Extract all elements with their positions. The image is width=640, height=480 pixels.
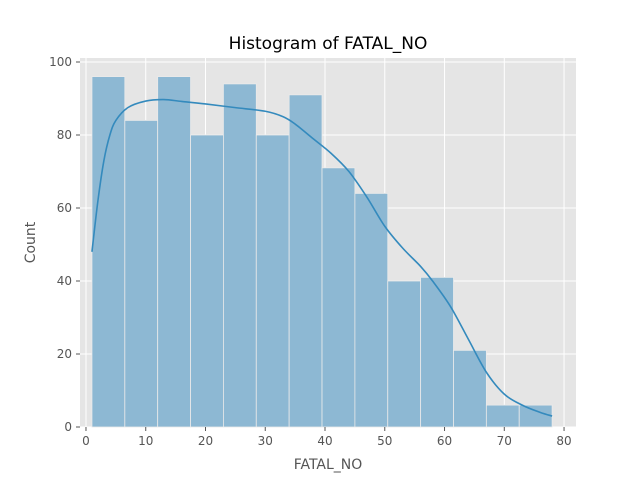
histogram-bar <box>288 94 323 428</box>
x-tick-label: 60 <box>437 434 452 448</box>
histogram-bar <box>321 167 356 428</box>
histogram-bars <box>91 76 553 428</box>
y-axis-label: Count <box>23 221 39 263</box>
histogram-bar <box>157 76 191 428</box>
x-tick-label: 80 <box>556 434 571 448</box>
x-tick-label: 30 <box>258 434 273 448</box>
x-axis-ticks: 0 10 20 30 40 50 60 70 80 <box>82 427 572 448</box>
x-tick-label: 50 <box>377 434 392 448</box>
x-axis-label: FATAL_NO <box>294 457 363 473</box>
y-tick-label: 40 <box>57 274 72 288</box>
x-tick-label: 10 <box>138 434 153 448</box>
histogram-bar <box>124 120 159 428</box>
histogram-bar <box>255 134 290 428</box>
histogram-bar <box>387 280 422 428</box>
y-tick-label: 0 <box>64 420 72 434</box>
kde-line <box>91 98 553 417</box>
histogram-bar <box>91 76 126 428</box>
y-tick-label: 100 <box>49 55 72 69</box>
chart-title: Histogram of FATAL_NO <box>229 34 428 54</box>
y-tick-label: 60 <box>57 201 72 215</box>
x-tick-label: 40 <box>317 434 332 448</box>
x-tick-label: 70 <box>497 434 512 448</box>
y-tick-label: 80 <box>57 128 72 142</box>
x-tick-label: 0 <box>82 434 90 448</box>
histogram-bar <box>190 134 224 428</box>
y-tick-label: 20 <box>57 347 72 361</box>
histogram-bar <box>354 192 389 428</box>
histogram-bar <box>420 276 454 428</box>
histogram-bar <box>223 83 257 428</box>
x-tick-label: 20 <box>198 434 213 448</box>
histogram-bar <box>485 404 520 428</box>
histogram-bar <box>453 349 487 428</box>
histogram-bar <box>518 404 553 428</box>
y-axis-ticks: 0 20 40 60 80 100 <box>49 55 80 434</box>
